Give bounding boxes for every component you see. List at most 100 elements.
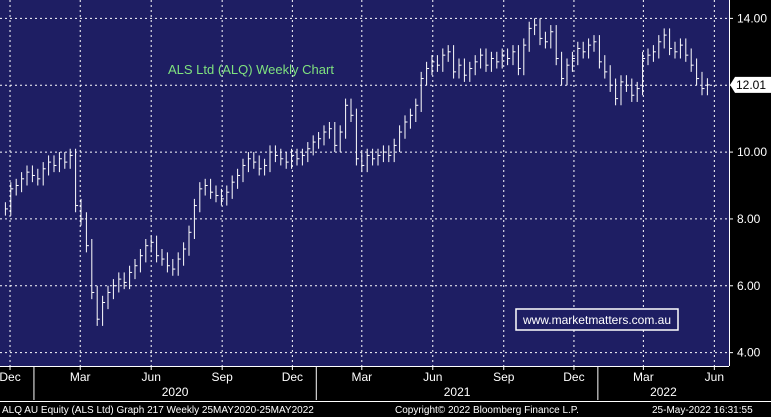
- price-bar: [436, 55, 440, 72]
- y-tick-label: 6.00: [737, 279, 761, 293]
- price-bar: [361, 152, 365, 173]
- price-bar: [26, 165, 30, 186]
- price-bar: [323, 125, 327, 146]
- price-bar: [609, 65, 613, 92]
- footer-timestamp: 25-May-2022 16:31:55: [652, 405, 753, 416]
- price-bar: [372, 148, 376, 166]
- price-bar: [64, 152, 68, 169]
- price-bar: [431, 55, 435, 76]
- price-bar: [393, 138, 397, 163]
- price-bar: [685, 38, 689, 62]
- price-bar: [280, 148, 284, 166]
- price-bar: [285, 152, 289, 169]
- price-bar: [220, 188, 224, 206]
- x-tick-label: Mar: [70, 370, 91, 384]
- price-bar: [415, 98, 419, 122]
- price-bar: [447, 45, 451, 62]
- price-bar: [231, 175, 235, 199]
- price-bar: [566, 58, 570, 86]
- price-bar: [339, 125, 343, 153]
- price-bar: [4, 202, 8, 216]
- price-bar: [706, 78, 710, 96]
- price-bar: [523, 38, 527, 76]
- plot-area: [0, 0, 729, 366]
- price-bar: [382, 145, 386, 163]
- website-box: www.marketmatters.com.au: [515, 308, 679, 331]
- price-bar: [328, 122, 332, 139]
- price-bar: [226, 185, 230, 206]
- price-bar: [620, 75, 624, 106]
- price-bar: [177, 252, 181, 276]
- price-bar: [188, 225, 192, 256]
- price-bar: [507, 48, 511, 66]
- price-bar: [112, 279, 116, 300]
- price-bar: [550, 25, 554, 49]
- price-bar: [442, 48, 446, 72]
- year-label: 2020: [162, 385, 189, 399]
- price-bar: [21, 172, 25, 193]
- price-bar: [501, 48, 505, 69]
- price-bar: [258, 155, 262, 176]
- price-bar: [420, 71, 424, 112]
- price-bar: [199, 182, 203, 213]
- price-bar: [652, 45, 656, 62]
- price-bar: [296, 148, 300, 166]
- last-price-label: 12.01: [736, 78, 766, 92]
- price-bar: [539, 18, 543, 46]
- price-bar: [409, 108, 413, 129]
- price-bar: [690, 48, 694, 72]
- price-bar: [58, 152, 62, 173]
- price-bar: [512, 45, 516, 66]
- price-bar: [193, 198, 197, 239]
- price-bar: [426, 61, 430, 86]
- price-bar: [334, 122, 338, 153]
- price-bar: [588, 38, 592, 59]
- price-bar: [636, 81, 640, 102]
- footer: ALQ AU Equity (ALS Ltd) Graph 217 Weekly…: [2, 405, 753, 416]
- price-bar: [48, 155, 52, 176]
- price-bar: [534, 18, 538, 36]
- price-bar: [647, 48, 651, 66]
- price-bar: [156, 235, 160, 263]
- price-bar: [355, 108, 359, 166]
- price-bar: [85, 212, 89, 253]
- price-bar: [544, 31, 548, 49]
- price-bar: [264, 158, 268, 176]
- price-bar: [118, 272, 122, 293]
- price-bar: [107, 285, 111, 310]
- price-bar: [474, 55, 478, 76]
- x-tick-label: Jun: [705, 370, 724, 384]
- price-bar: [399, 125, 403, 153]
- price-bar: [663, 28, 667, 49]
- price-bar: [307, 142, 311, 163]
- x-tick-label: Dec: [0, 370, 21, 384]
- price-bar: [577, 41, 581, 66]
- price-bar: [129, 265, 133, 290]
- year-label: 2021: [444, 385, 471, 399]
- price-bar: [490, 51, 494, 72]
- x-tick-label: Dec: [282, 370, 303, 384]
- price-bar: [453, 45, 457, 79]
- price-bar: [679, 38, 683, 59]
- price-bar: [625, 75, 629, 92]
- price-bar: [377, 148, 381, 166]
- price-bar: [604, 55, 608, 79]
- price-bar: [555, 25, 559, 66]
- price-bar: [517, 45, 521, 76]
- price-bar: [404, 115, 408, 139]
- grid: [0, 0, 729, 366]
- x-tick-label: Jun: [423, 370, 442, 384]
- price-bar: [80, 198, 84, 226]
- last-price-marker: 12.01: [730, 76, 771, 93]
- price-bar: [166, 252, 170, 273]
- price-bar: [593, 35, 597, 52]
- chart-title: ALS Ltd (ALQ) Weekly Chart: [168, 62, 334, 77]
- price-bar: [96, 285, 100, 326]
- y-tick-label: 10.00: [737, 145, 767, 159]
- price-bar: [669, 28, 673, 56]
- price-bar: [204, 178, 208, 196]
